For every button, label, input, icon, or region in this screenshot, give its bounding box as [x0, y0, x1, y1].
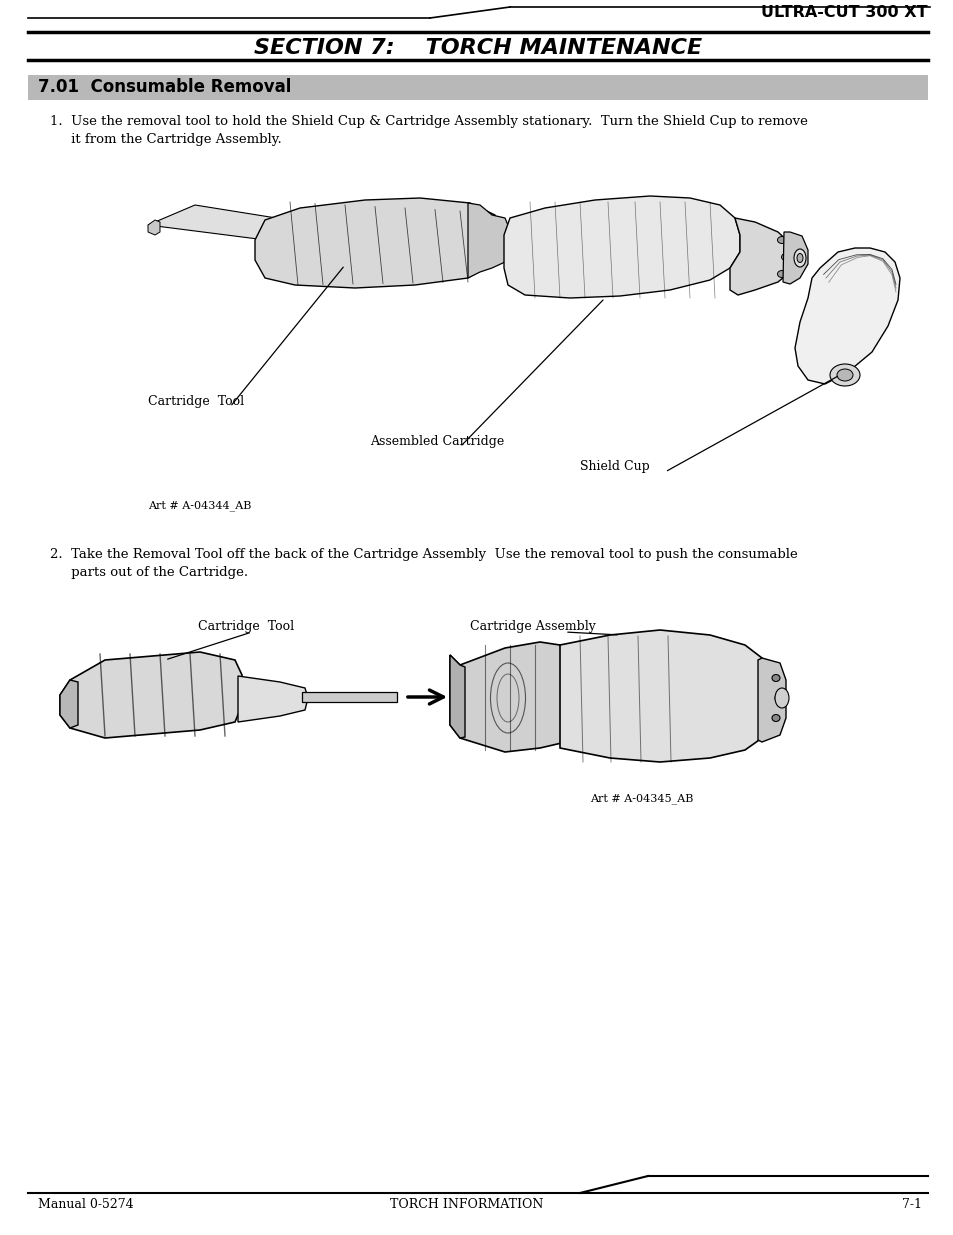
Ellipse shape	[777, 236, 785, 243]
Text: ULTRA-CUT 300 XT: ULTRA-CUT 300 XT	[760, 5, 927, 20]
Polygon shape	[559, 630, 767, 762]
Ellipse shape	[774, 688, 788, 708]
Text: parts out of the Cartridge.: parts out of the Cartridge.	[50, 566, 248, 579]
Bar	[28, 75, 927, 100]
Text: TORCH INFORMATION: TORCH INFORMATION	[390, 1198, 543, 1212]
Text: Cartridge  Tool: Cartridge Tool	[148, 395, 244, 408]
Text: Cartridge  Tool: Cartridge Tool	[198, 620, 294, 634]
Text: Art # A-04344_AB: Art # A-04344_AB	[148, 500, 251, 511]
Ellipse shape	[793, 249, 805, 267]
Polygon shape	[729, 219, 794, 295]
Ellipse shape	[777, 270, 785, 278]
Text: 7-1: 7-1	[901, 1198, 921, 1212]
Text: Shield Cup: Shield Cup	[579, 459, 649, 473]
Polygon shape	[503, 196, 740, 298]
Bar	[302, 692, 396, 701]
Polygon shape	[794, 248, 899, 384]
Ellipse shape	[796, 253, 802, 263]
Ellipse shape	[829, 364, 859, 387]
Polygon shape	[450, 642, 565, 752]
Text: it from the Cartridge Assembly.: it from the Cartridge Assembly.	[50, 133, 281, 146]
Text: Manual 0-5274: Manual 0-5274	[38, 1198, 133, 1212]
Text: 7.01  Consumable Removal: 7.01 Consumable Removal	[38, 79, 291, 96]
Polygon shape	[450, 655, 464, 739]
Text: Art # A-04345_AB: Art # A-04345_AB	[589, 793, 693, 804]
Ellipse shape	[836, 369, 852, 382]
Polygon shape	[254, 198, 497, 288]
Polygon shape	[468, 203, 510, 278]
Ellipse shape	[771, 674, 780, 682]
Ellipse shape	[781, 253, 790, 261]
Polygon shape	[237, 676, 308, 722]
Polygon shape	[60, 680, 78, 727]
Polygon shape	[148, 220, 160, 235]
Ellipse shape	[774, 694, 782, 701]
Ellipse shape	[771, 715, 780, 721]
Polygon shape	[148, 205, 319, 245]
Polygon shape	[782, 232, 807, 284]
Text: Cartridge Assembly: Cartridge Assembly	[470, 620, 596, 634]
Text: 2.  Take the Removal Tool off the back of the Cartridge Assembly  Use the remova: 2. Take the Removal Tool off the back of…	[50, 548, 797, 561]
Text: Assembled Cartridge: Assembled Cartridge	[370, 435, 504, 448]
Polygon shape	[758, 658, 785, 742]
Text: SECTION 7:    TORCH MAINTENANCE: SECTION 7: TORCH MAINTENANCE	[253, 38, 701, 58]
Polygon shape	[60, 652, 242, 739]
Text: 1.  Use the removal tool to hold the Shield Cup & Cartridge Assembly stationary.: 1. Use the removal tool to hold the Shie…	[50, 115, 807, 128]
